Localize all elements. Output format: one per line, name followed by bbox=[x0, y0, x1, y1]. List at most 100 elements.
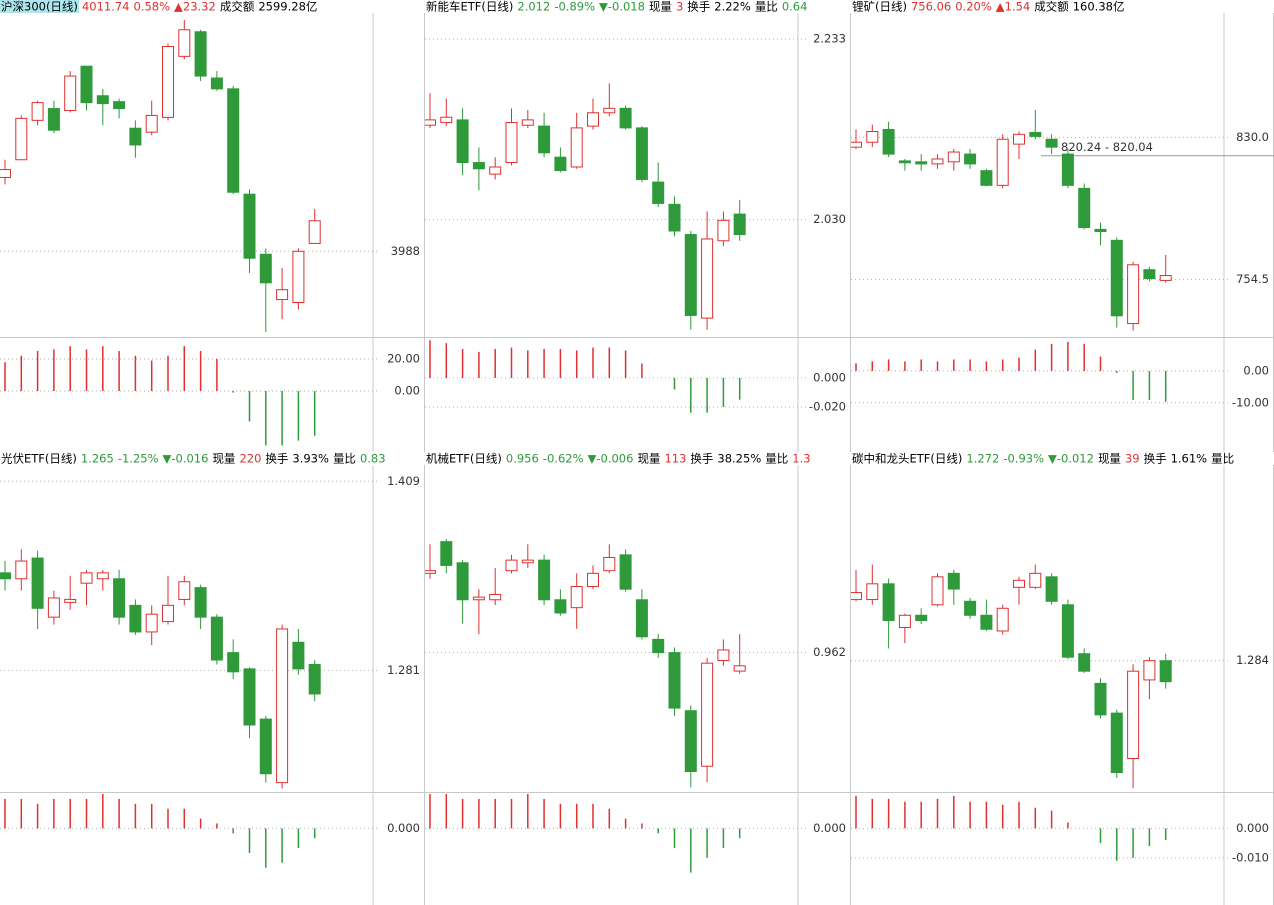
chart-panel[interactable]: 2.233 2.030 0.000 -0.020 新能车ETF(日线) 2.012 -0.8… bbox=[425, 0, 851, 452]
y-tick-label: -10.00 bbox=[1232, 395, 1269, 409]
header-segment: 量比 bbox=[755, 0, 778, 13]
panel-svg: 2.233 2.030 0.000 -0.020 新能车ETF(日线) 2.012 -0.8… bbox=[425, 0, 851, 452]
header-segment: 4011.74 bbox=[82, 0, 130, 13]
header-segment: -0.93% bbox=[1003, 452, 1044, 465]
header-bg bbox=[851, 0, 1274, 13]
candle-body bbox=[0, 572, 11, 580]
y-tick-label: -0.010 bbox=[1232, 850, 1269, 864]
header-segment: 成交额 bbox=[220, 0, 255, 13]
candle-body bbox=[162, 46, 174, 118]
candle-body bbox=[47, 597, 60, 618]
header: 机械ETF(日线) 0.956 -0.62% ▼-0.006 现量 113 换手 38.25%… bbox=[426, 452, 811, 465]
candle-body bbox=[96, 572, 109, 580]
candle-body bbox=[668, 652, 681, 709]
candle-body bbox=[538, 559, 551, 601]
y-tick-label: 0.00 bbox=[394, 384, 420, 398]
y-tick-label: 3988 bbox=[391, 244, 420, 258]
header-segment: 2.22% bbox=[714, 0, 751, 13]
candle-body bbox=[980, 170, 993, 186]
candle-body bbox=[898, 614, 911, 628]
candle-body bbox=[64, 598, 77, 603]
candle-body bbox=[1061, 153, 1074, 186]
candle-body bbox=[684, 234, 697, 316]
header-segment: 量比 bbox=[333, 452, 356, 465]
panel-svg: 3988 20.00 0.00 沪深300(日线) 4011.74 0.58% ▲23.32… bbox=[0, 0, 425, 452]
candle-body bbox=[1127, 264, 1140, 325]
candle-body bbox=[15, 560, 28, 580]
header-segment: 220 bbox=[239, 452, 261, 465]
header: 光伏ETF(日线) 1.265 -1.25% ▼-0.016 现量 220 换手 3.93% 量… bbox=[1, 452, 386, 465]
chart-panel[interactable]: 830.0 754.5 0.00 -10.00 820.24 - 820.04 锂矿(日线… bbox=[851, 0, 1274, 452]
header-bg bbox=[0, 0, 425, 13]
header-segment: -0.89% bbox=[554, 0, 595, 13]
candle-body bbox=[308, 220, 321, 244]
panel-svg: 1.284 0.000 -0.010 碳中和龙头ETF(日线) 1.272 -0.93% ▼… bbox=[851, 452, 1274, 905]
candle-body bbox=[733, 665, 746, 672]
chart-panel[interactable]: 0.962 0.000 机械ETF(日线) 0.956 -0.62% ▼-0.006 现量 1… bbox=[425, 452, 851, 905]
candle-body bbox=[1078, 187, 1091, 229]
candle-body bbox=[996, 138, 1009, 186]
header-segment: 新能车ETF(日线) bbox=[426, 0, 513, 13]
chart-panel[interactable]: 3988 20.00 0.00 沪深300(日线) 4011.74 0.58% ▲23.32… bbox=[0, 0, 425, 452]
header-segment: 3.93% bbox=[292, 452, 329, 465]
header-segment: 换手 bbox=[690, 452, 713, 465]
header-segment: 换手 bbox=[687, 0, 710, 13]
header-segment: 1.265 bbox=[81, 452, 114, 465]
candle-body bbox=[668, 203, 681, 232]
header-segment: 现量 bbox=[212, 452, 235, 465]
candle-body bbox=[882, 583, 895, 622]
chart-panel[interactable]: 1.409 1.281 0.000 光伏ETF(日线) 1.265 -1.25% ▼-0.0… bbox=[0, 452, 425, 905]
candle-body bbox=[292, 250, 305, 304]
candle-body bbox=[851, 592, 862, 601]
header-segment: -1.25% bbox=[118, 452, 159, 465]
y-tick-label: 0.000 bbox=[813, 370, 846, 384]
y-tick-label: 0.962 bbox=[813, 645, 846, 659]
candle-body bbox=[145, 114, 158, 133]
candle-body bbox=[733, 213, 746, 236]
candle-body bbox=[619, 107, 632, 129]
chart-panel[interactable]: 1.284 0.000 -0.010 碳中和龙头ETF(日线) 1.272 -0.93% ▼… bbox=[851, 452, 1274, 905]
header-segment: 2.012 bbox=[517, 0, 550, 13]
header-segment: 2599.28亿 bbox=[258, 0, 317, 13]
candle-body bbox=[1029, 572, 1042, 588]
candle-body bbox=[472, 162, 485, 170]
candle-body bbox=[243, 668, 256, 726]
candle-body bbox=[259, 253, 272, 284]
candle-body bbox=[915, 614, 928, 622]
candle-body bbox=[210, 77, 223, 90]
candle-body bbox=[1094, 682, 1107, 716]
candle-body bbox=[1143, 269, 1156, 280]
y-tick-label: 0.000 bbox=[387, 821, 420, 835]
y-tick-label: 0.00 bbox=[1243, 363, 1269, 377]
candle-body bbox=[440, 116, 453, 124]
header-segment: 39 bbox=[1125, 452, 1140, 465]
candle-body bbox=[570, 586, 583, 609]
candle-body bbox=[1029, 131, 1042, 137]
candle-body bbox=[603, 107, 616, 114]
candle-body bbox=[210, 616, 223, 661]
candle-body bbox=[129, 604, 142, 633]
annotation: 820.24 - 820.04 bbox=[1061, 140, 1153, 154]
header-segment: 沪深300(日线) bbox=[1, 0, 78, 13]
header-segment: 0.83 bbox=[360, 452, 386, 465]
candle-body bbox=[145, 613, 158, 633]
candle-body bbox=[113, 101, 126, 110]
candle-body bbox=[425, 119, 436, 126]
header-segment: 38.25% bbox=[717, 452, 761, 465]
candle-body bbox=[178, 29, 191, 57]
candle-body bbox=[425, 570, 436, 574]
candle-body bbox=[113, 578, 126, 618]
header-segment: 换手 bbox=[265, 452, 288, 465]
candle-body bbox=[851, 141, 862, 148]
header-segment: 碳中和龙头ETF(日线) bbox=[852, 452, 962, 465]
header-segment: -0.62% bbox=[543, 452, 584, 465]
header: 锂矿(日线) 756.06 0.20% ▲1.54 成交额 160.38亿 bbox=[852, 0, 1124, 13]
header-segment: 机械ETF(日线) bbox=[426, 452, 502, 465]
candle-body bbox=[980, 614, 993, 630]
candle-body bbox=[456, 562, 469, 601]
candle-body bbox=[227, 88, 240, 193]
candle-body bbox=[1013, 579, 1025, 588]
y-tick-label: 830.0 bbox=[1236, 130, 1269, 144]
header-segment: 现量 bbox=[637, 452, 660, 465]
